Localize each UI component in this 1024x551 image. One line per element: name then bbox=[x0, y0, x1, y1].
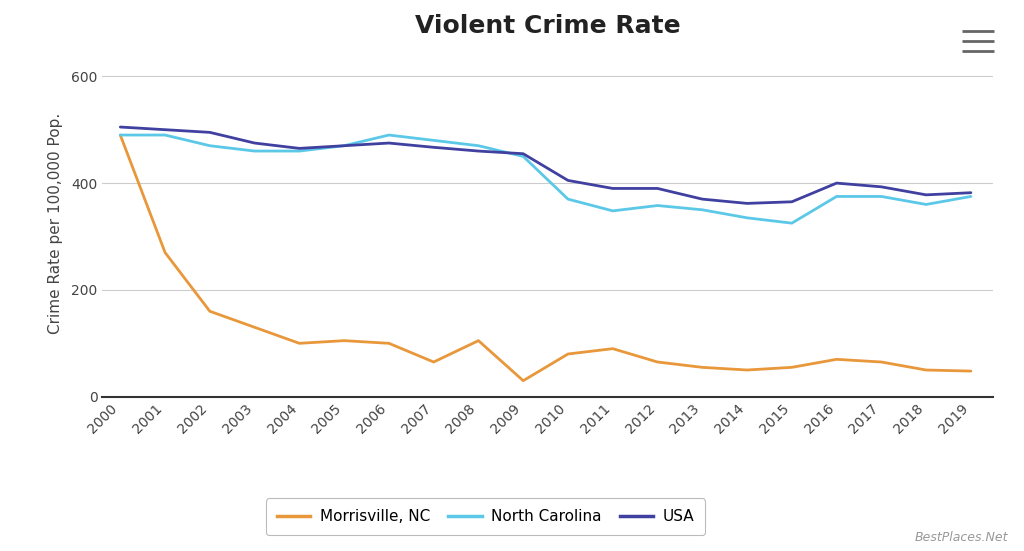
Title: Violent Crime Rate: Violent Crime Rate bbox=[415, 14, 681, 38]
Y-axis label: Crime Rate per 100,000 Pop.: Crime Rate per 100,000 Pop. bbox=[48, 112, 62, 334]
Text: BestPlaces.Net: BestPlaces.Net bbox=[915, 531, 1009, 544]
Legend: Morrisville, NC, North Carolina, USA: Morrisville, NC, North Carolina, USA bbox=[266, 499, 705, 535]
